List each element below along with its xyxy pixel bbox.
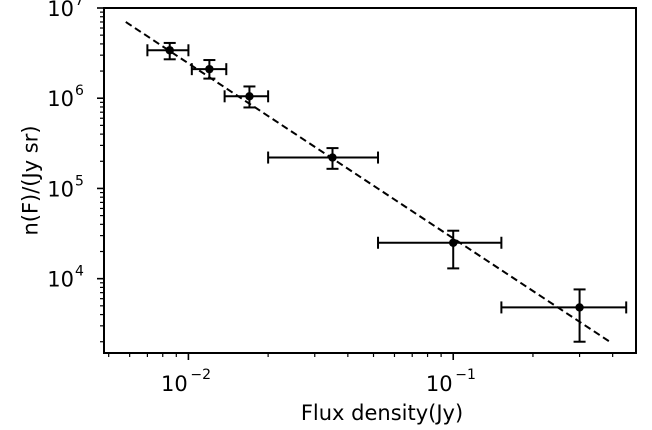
x-tick-label: 10 xyxy=(426,372,453,396)
data-point xyxy=(205,64,214,74)
data-point-group xyxy=(190,59,228,80)
y-tick-exponent: 4 xyxy=(75,264,84,280)
data-point-group xyxy=(223,85,270,109)
x-tick-label: 10 xyxy=(161,372,188,396)
data-point xyxy=(449,238,458,247)
x-tick-exponent: −2 xyxy=(190,367,211,383)
y-axis-label: n(F)/(Jy sr) xyxy=(18,125,42,235)
data-point-group xyxy=(146,41,190,61)
y-tick-label: 10 xyxy=(47,0,74,21)
y-tick-exponent: 5 xyxy=(75,173,84,189)
y-tick-label: 10 xyxy=(47,268,74,292)
y-tick-label: 10 xyxy=(47,177,74,201)
fit-line xyxy=(125,21,611,343)
y-tick-exponent: 6 xyxy=(75,83,84,99)
data-point-group xyxy=(500,288,628,343)
x-axis-label: Flux density(Jy) xyxy=(301,401,463,425)
data-point xyxy=(245,92,254,101)
x-tick-exponent: −1 xyxy=(455,367,476,383)
y-tick-label: 10 xyxy=(47,87,74,111)
plot-frame xyxy=(103,7,637,354)
y-tick-exponent: 7 xyxy=(75,0,84,9)
plot-marks xyxy=(125,21,628,343)
data-point-group xyxy=(377,229,503,270)
axis-ticks: 10 −2 10 −110 410 510 610 7 xyxy=(47,0,614,396)
data-point xyxy=(575,303,584,312)
